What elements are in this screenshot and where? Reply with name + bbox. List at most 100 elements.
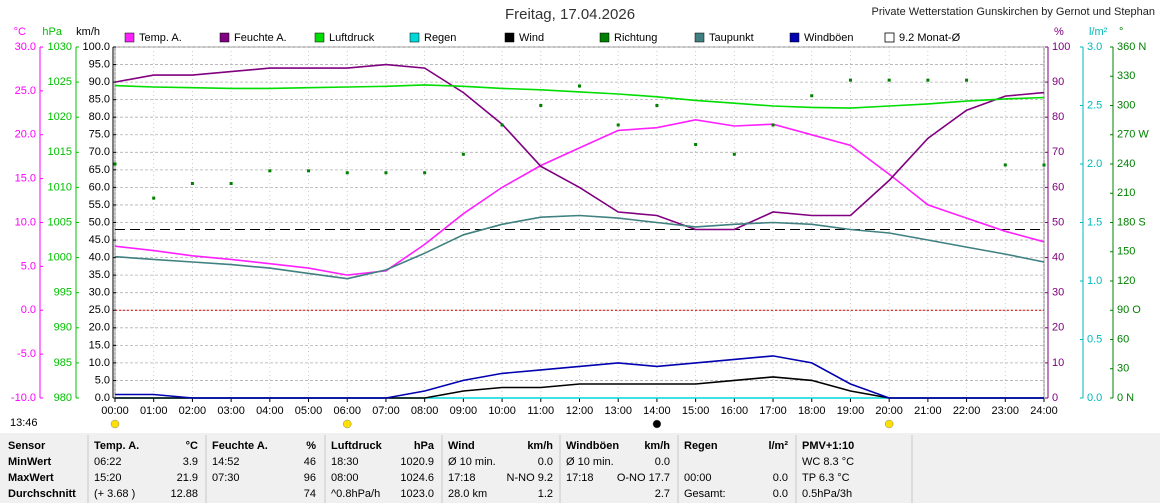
y-tick-label: 980: [54, 392, 72, 404]
direction-dot: [1042, 163, 1046, 167]
y-tick-label: 0: [1052, 392, 1058, 404]
astro-marker: [110, 419, 120, 429]
table-cell: 74: [304, 488, 316, 500]
x-tick-label: 07:00: [372, 405, 400, 417]
x-tick-label: 19:00: [837, 405, 865, 417]
y-tick-label: 0.0: [95, 392, 110, 404]
direction-dot: [578, 84, 581, 88]
y-tick-label: 10.0: [89, 357, 110, 369]
x-tick-label: 21:00: [914, 405, 942, 417]
y-tick-label: 85.0: [89, 94, 110, 106]
table-cell: Gesamt:: [684, 488, 726, 500]
y-tick-label: 80: [1052, 111, 1064, 123]
direction-dot: [810, 94, 814, 98]
x-tick-label: 16:00: [721, 405, 749, 417]
y-tick-label: 1000: [48, 252, 72, 264]
y-tick-label: 15.0: [89, 339, 110, 351]
table-cell: Ø 10 min.: [448, 456, 496, 468]
legend-label: 9.2 Monat-Ø: [899, 32, 961, 44]
direction-dot: [1003, 163, 1007, 167]
table-cell: °C: [186, 440, 198, 452]
y-tick-label: 60.0: [89, 181, 110, 193]
direction-dot: [152, 196, 156, 200]
table-cell: ^0.8hPa/h: [331, 488, 380, 500]
y-tick-label: 995: [54, 287, 72, 299]
y-tick-label: 80.0: [89, 111, 110, 123]
y-tick-label: 70.0: [89, 146, 110, 158]
x-tick-label: 06:00: [333, 405, 361, 417]
table-cell: Durchschnitt: [8, 488, 76, 500]
table-cell: MinWert: [8, 456, 52, 468]
x-tick-label: 20:00: [875, 405, 903, 417]
table-cell: (+ 3.68 ): [94, 488, 135, 500]
direction-dot: [307, 169, 311, 173]
y-tick-label: 240: [1117, 158, 1135, 170]
y-tick-label: 10.0: [15, 216, 36, 228]
table-background: [0, 433, 1160, 503]
x-tick-label: 14:00: [643, 405, 671, 417]
series-line: [114, 214, 1045, 280]
table-cell: 1020.9: [400, 456, 434, 468]
legend-swatch: [694, 32, 705, 43]
legend-label: Richtung: [614, 32, 657, 44]
y-tick-label: 30.0: [89, 287, 110, 299]
table-cell: 2.7: [655, 488, 670, 500]
direction-dot: [500, 123, 504, 127]
axis-unit: km/h: [76, 26, 100, 38]
table-cell: MaxWert: [8, 472, 54, 484]
y-tick-label: 270 W: [1117, 129, 1149, 141]
table-cell: 0.0: [773, 488, 788, 500]
table-cell: 1.2: [538, 488, 553, 500]
legend-label: Regen: [424, 32, 456, 44]
axis-unit: %: [1054, 26, 1064, 38]
astro-marker: [884, 419, 894, 429]
y-tick-label: 5.0: [21, 260, 36, 272]
y-tick-label: 120: [1117, 275, 1135, 287]
table-cell: O-NO 17.7: [617, 472, 670, 484]
y-tick-label: 30: [1117, 363, 1129, 375]
legend-swatch: [219, 32, 230, 43]
y-tick-label: 25.0: [15, 85, 36, 97]
table-cell: l/m²: [768, 440, 788, 452]
y-tick-label: 15.0: [15, 173, 36, 185]
y-tick-label: 5.0: [95, 374, 110, 386]
y-tick-label: 300: [1117, 99, 1135, 111]
table-cell: Windböen: [566, 440, 619, 452]
table-cell: 21.9: [177, 472, 198, 484]
table-cell: hPa: [414, 440, 435, 452]
y-tick-label: 40: [1052, 252, 1064, 264]
y-tick-label: 1025: [48, 76, 72, 88]
y-tick-label: 10: [1052, 357, 1064, 369]
y-tick-label: 2.0: [1087, 158, 1102, 170]
legend-swatch: [409, 32, 420, 43]
x-tick-label: 18:00: [798, 405, 826, 417]
y-tick-label: 90: [1052, 76, 1064, 88]
x-tick-label: 02:00: [179, 405, 207, 417]
y-tick-label: 20.0: [89, 322, 110, 334]
table-cell: 1023.0: [400, 488, 434, 500]
table-cell: 46: [304, 456, 316, 468]
legend-label: Feuchte A.: [234, 32, 287, 44]
y-tick-label: 985: [54, 357, 72, 369]
y-tick-label: 1020: [48, 111, 72, 123]
chart-subtitle: Private Wetterstation Gunskirchen by Ger…: [871, 6, 1155, 18]
y-tick-label: 55.0: [89, 199, 110, 211]
y-tick-label: 45.0: [89, 234, 110, 246]
table-cell: km/h: [527, 440, 553, 452]
table-cell: %: [306, 440, 316, 452]
y-tick-label: 60: [1117, 333, 1129, 345]
table-cell: 96: [304, 472, 316, 484]
direction-dot: [461, 152, 465, 156]
x-tick-label: 24:00: [1030, 405, 1058, 417]
y-tick-label: 60: [1052, 181, 1064, 193]
table-cell: Sensor: [8, 440, 46, 452]
legend-label: Temp. A.: [139, 32, 182, 44]
table-cell: Temp. A.: [94, 440, 139, 452]
table-cell: PMV+1:10: [802, 440, 854, 452]
y-tick-label: 35.0: [89, 269, 110, 281]
y-tick-label: 30.0: [15, 41, 36, 53]
x-tick-label: 15:00: [682, 405, 710, 417]
table-cell: 12.88: [170, 488, 198, 500]
y-tick-label: 95.0: [89, 58, 110, 70]
